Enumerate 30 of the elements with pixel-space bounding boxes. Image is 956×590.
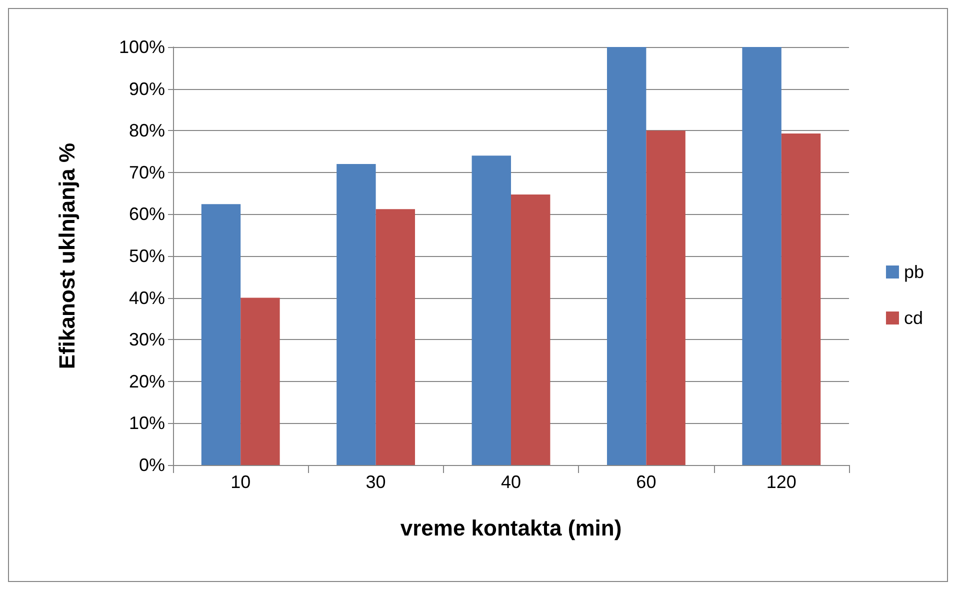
bar	[742, 47, 782, 465]
legend-label: cd	[904, 308, 923, 328]
y-tick-label: 0%	[138, 455, 165, 475]
y-tick-label: 30%	[128, 330, 165, 350]
y-tick-label: 80%	[128, 120, 165, 141]
y-tick-label: 70%	[128, 162, 165, 182]
x-tick-label: 40	[500, 472, 522, 492]
x-tick-label: 60	[636, 472, 656, 492]
bar	[511, 194, 550, 465]
y-axis-title: Efikanost uklnjanja %	[54, 142, 80, 370]
x-tick-label: 30	[366, 472, 386, 492]
y-tick-label: 60%	[128, 204, 165, 224]
bar	[781, 134, 821, 465]
x-axis-title: vreme kontakta (min)	[400, 516, 622, 540]
bar	[646, 130, 686, 465]
bar	[606, 47, 646, 465]
y-tick-label: 90%	[128, 78, 165, 99]
y-tick-label: 10%	[128, 413, 165, 434]
x-tick-label: 10	[230, 472, 251, 492]
bar	[240, 298, 280, 465]
bar	[201, 204, 241, 465]
y-tick-label: 50%	[128, 246, 165, 266]
y-tick-label: 100%	[118, 37, 165, 57]
bar	[472, 156, 511, 465]
x-tick-label: 120	[766, 472, 796, 492]
bar	[376, 209, 416, 465]
legend-label: pb	[904, 262, 924, 282]
y-tick-label: 20%	[128, 371, 165, 392]
y-tick-label: 40%	[128, 288, 165, 308]
bar	[336, 164, 376, 465]
